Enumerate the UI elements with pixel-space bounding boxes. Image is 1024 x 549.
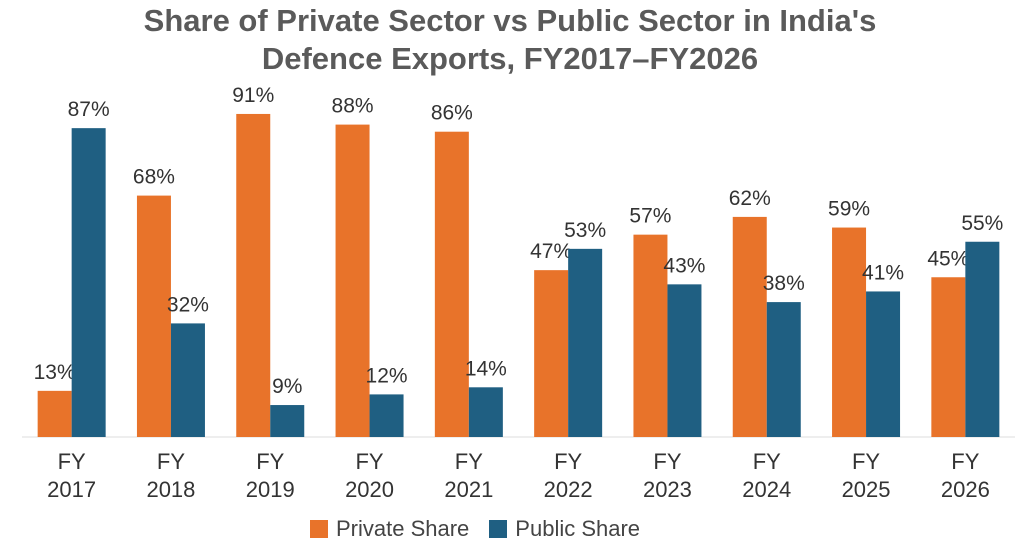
bar bbox=[534, 270, 569, 437]
bar bbox=[468, 387, 503, 437]
bar bbox=[667, 284, 702, 437]
data-label: 62% bbox=[729, 187, 771, 210]
legend-swatch bbox=[310, 520, 328, 538]
bar bbox=[236, 113, 271, 437]
data-label: 14% bbox=[465, 357, 507, 380]
data-label: 12% bbox=[366, 364, 408, 387]
bar bbox=[568, 248, 603, 437]
data-label: 47% bbox=[530, 240, 572, 263]
x-tick-label: FY 2026 bbox=[940, 449, 990, 502]
x-tick-label: FY 2025 bbox=[841, 449, 891, 502]
legend-item: Public Share bbox=[489, 516, 640, 542]
data-label: 88% bbox=[332, 95, 374, 118]
data-label: 87% bbox=[68, 98, 110, 121]
x-tick-label: FY 2024 bbox=[742, 449, 792, 502]
bar bbox=[136, 195, 171, 437]
legend-label: Public Share bbox=[515, 516, 641, 541]
bar bbox=[931, 277, 966, 437]
x-tick-label: FY 2023 bbox=[642, 449, 692, 502]
bar bbox=[766, 302, 801, 437]
legend: Private Share Public Share bbox=[310, 516, 640, 542]
data-label: 38% bbox=[763, 272, 805, 295]
data-label: 13% bbox=[34, 361, 76, 384]
bar bbox=[37, 390, 72, 437]
legend-item: Private Share bbox=[310, 516, 469, 542]
data-label: 59% bbox=[828, 198, 870, 221]
data-label: 55% bbox=[961, 212, 1003, 235]
bar bbox=[270, 405, 305, 437]
bar bbox=[866, 291, 901, 437]
x-tick-label: FY 2020 bbox=[345, 449, 395, 502]
data-label: 43% bbox=[663, 254, 705, 277]
chart-title: Share of Private Sector vs Public Sector… bbox=[143, 3, 877, 76]
bar bbox=[633, 234, 668, 437]
x-tick-label: FY 2018 bbox=[146, 449, 196, 502]
data-label: 41% bbox=[862, 261, 904, 284]
x-tick-label: FY 2022 bbox=[543, 449, 593, 502]
data-label: 57% bbox=[629, 205, 671, 228]
data-label: 53% bbox=[564, 219, 606, 242]
bar bbox=[832, 227, 867, 437]
bar bbox=[170, 323, 205, 437]
data-label: 86% bbox=[431, 102, 473, 125]
data-label: 32% bbox=[167, 293, 209, 316]
legend-label: Private Share bbox=[336, 516, 470, 541]
data-label: 45% bbox=[927, 247, 969, 270]
data-label: 91% bbox=[232, 84, 274, 107]
data-label: 68% bbox=[133, 166, 175, 189]
bar bbox=[71, 128, 106, 437]
bar bbox=[732, 216, 767, 437]
bar bbox=[369, 394, 404, 437]
bar bbox=[335, 124, 370, 437]
x-tick-label: FY 2021 bbox=[444, 449, 494, 502]
bar bbox=[965, 241, 1000, 437]
x-tick-label: FY 2017 bbox=[47, 449, 97, 502]
legend-swatch bbox=[489, 520, 508, 538]
data-label: 9% bbox=[272, 375, 302, 398]
x-tick-label: FY 2019 bbox=[245, 449, 295, 502]
bar bbox=[434, 131, 469, 437]
